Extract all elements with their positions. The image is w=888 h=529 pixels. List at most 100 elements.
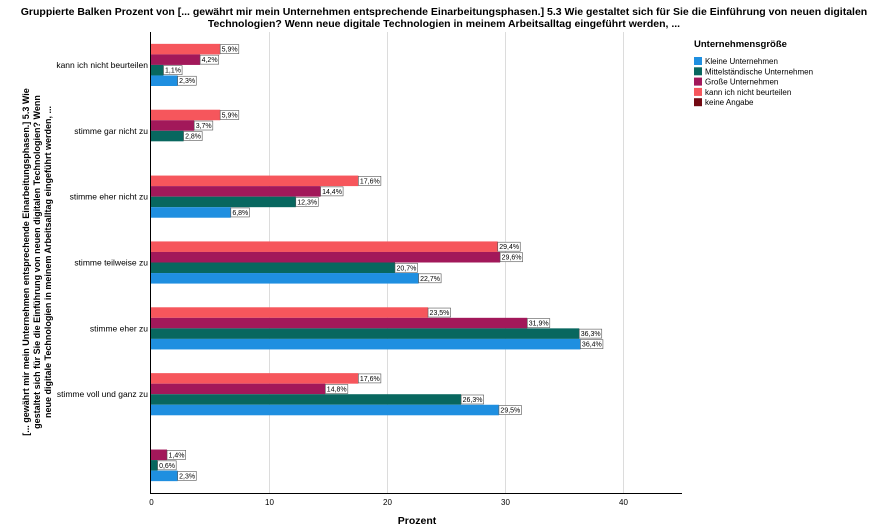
y-axis-title-line-2: gestaltet sich für Sie die Einführung vo…	[32, 95, 42, 429]
data-label: 12,3%	[297, 199, 317, 206]
data-label: 36,4%	[582, 342, 602, 349]
bar	[150, 317, 528, 329]
data-label: 6,8%	[232, 210, 248, 217]
data-label: 0,6%	[159, 463, 175, 470]
data-label-box	[163, 65, 183, 75]
data-label-box	[183, 131, 203, 141]
data-label: 14,8%	[327, 386, 347, 393]
data-label: 14,4%	[322, 189, 342, 196]
bar	[150, 54, 201, 65]
legend: Unternehmensgröße Kleine UnternehmenMitt…	[694, 39, 813, 107]
data-label: 5,9%	[222, 112, 238, 119]
category-label: stimme eher zu	[90, 323, 148, 333]
legend-item-label: Große Unternehmen	[705, 78, 778, 87]
bar	[150, 196, 296, 208]
bar	[150, 120, 195, 131]
data-label-box	[295, 197, 319, 207]
data-label: 17,6%	[360, 178, 380, 185]
bar	[150, 470, 178, 482]
data-labels: 5,9% 4,2% 1,1% 2,3% 5,9% 3,7% 2,8% 17,6% 14,4% 12…	[157, 44, 604, 481]
data-label: 31,9%	[529, 321, 549, 328]
bar	[150, 373, 359, 384]
bar	[150, 262, 395, 274]
bar	[150, 175, 359, 187]
data-label-box	[526, 318, 551, 328]
data-label-box	[499, 252, 523, 263]
bar	[150, 338, 581, 350]
bar	[150, 307, 429, 318]
data-label: 5,9%	[222, 47, 238, 54]
data-label: 20,7%	[396, 265, 416, 272]
data-label: 3,7%	[196, 123, 212, 130]
bar	[150, 394, 462, 405]
data-label: 2,8%	[185, 134, 201, 141]
data-label: 26,3%	[463, 397, 483, 404]
data-label: 29,5%	[500, 408, 520, 415]
data-label-box	[418, 273, 442, 284]
data-label: 29,6%	[502, 255, 522, 262]
bar	[150, 75, 178, 87]
y-axis-title-line-1: [... gewährt mir mein Unternehmen entspr…	[21, 88, 31, 436]
legend-swatch	[694, 57, 702, 65]
legend-item-label: kann ich nicht beurteilen	[705, 88, 791, 97]
data-label-box	[497, 241, 521, 252]
bar	[150, 207, 231, 218]
data-label-box	[580, 339, 604, 349]
data-label-box	[394, 262, 418, 273]
bar	[150, 64, 164, 76]
y-axis-title-line-3: neue digitale Technologien in meinem Arb…	[43, 106, 53, 418]
data-label-box	[498, 405, 522, 415]
data-label-box	[320, 186, 344, 197]
data-label-box	[177, 75, 197, 86]
x-tick-label: 20	[383, 498, 392, 507]
data-label: 29,4%	[499, 244, 519, 251]
x-tick-labels: 0 10 20 30 40	[149, 498, 628, 507]
data-label: 22,7%	[420, 276, 440, 283]
legend-item-label: keine Angabe	[705, 98, 754, 107]
x-axis-title: Prozent	[398, 515, 437, 527]
data-label: 2,3%	[179, 78, 195, 85]
data-label: 4,2%	[202, 57, 218, 64]
data-label-box	[193, 120, 214, 131]
data-label: 17,6%	[360, 376, 380, 383]
data-label-box	[166, 450, 186, 460]
legend-swatch	[694, 77, 702, 86]
data-label-box	[358, 373, 382, 384]
category-labels: kann ich nicht beurteilen stimme gar nich…	[56, 60, 148, 399]
data-label-box	[427, 307, 451, 318]
category-label: stimme voll und ganz zu	[57, 389, 148, 399]
bar	[150, 404, 499, 416]
bar	[150, 273, 419, 284]
x-tick-label: 40	[619, 498, 628, 507]
data-label-box	[325, 384, 349, 394]
data-label-box	[219, 44, 240, 54]
bar	[150, 109, 221, 121]
bar	[150, 186, 321, 197]
bar	[150, 328, 580, 339]
bar	[150, 241, 498, 252]
chart-title-line-2: Technologien? Wenn neue digitale Technol…	[208, 18, 680, 30]
data-label-box	[219, 110, 240, 120]
category-label: stimme gar nicht zu	[74, 126, 148, 136]
bar	[150, 43, 221, 55]
data-label: 36,3%	[581, 331, 601, 338]
legend-swatch	[694, 67, 702, 76]
x-tick-label: 0	[149, 498, 154, 507]
bar	[150, 251, 501, 263]
bar	[150, 460, 158, 471]
bar	[150, 383, 326, 395]
data-label: 2,3%	[179, 473, 195, 480]
data-label-box	[177, 471, 197, 481]
data-label-box	[460, 394, 484, 405]
x-tick-label: 30	[501, 498, 510, 507]
legend-title: Unternehmensgröße	[694, 39, 787, 50]
data-label: 1,4%	[169, 452, 185, 459]
data-label: 1,1%	[165, 68, 181, 75]
legend-swatch	[694, 87, 702, 96]
data-label-box	[157, 460, 177, 471]
legend-item-label: Kleine Unternehmen	[705, 57, 778, 66]
data-label-box	[578, 328, 603, 339]
data-label-box	[358, 176, 382, 186]
data-label-box	[230, 207, 250, 218]
